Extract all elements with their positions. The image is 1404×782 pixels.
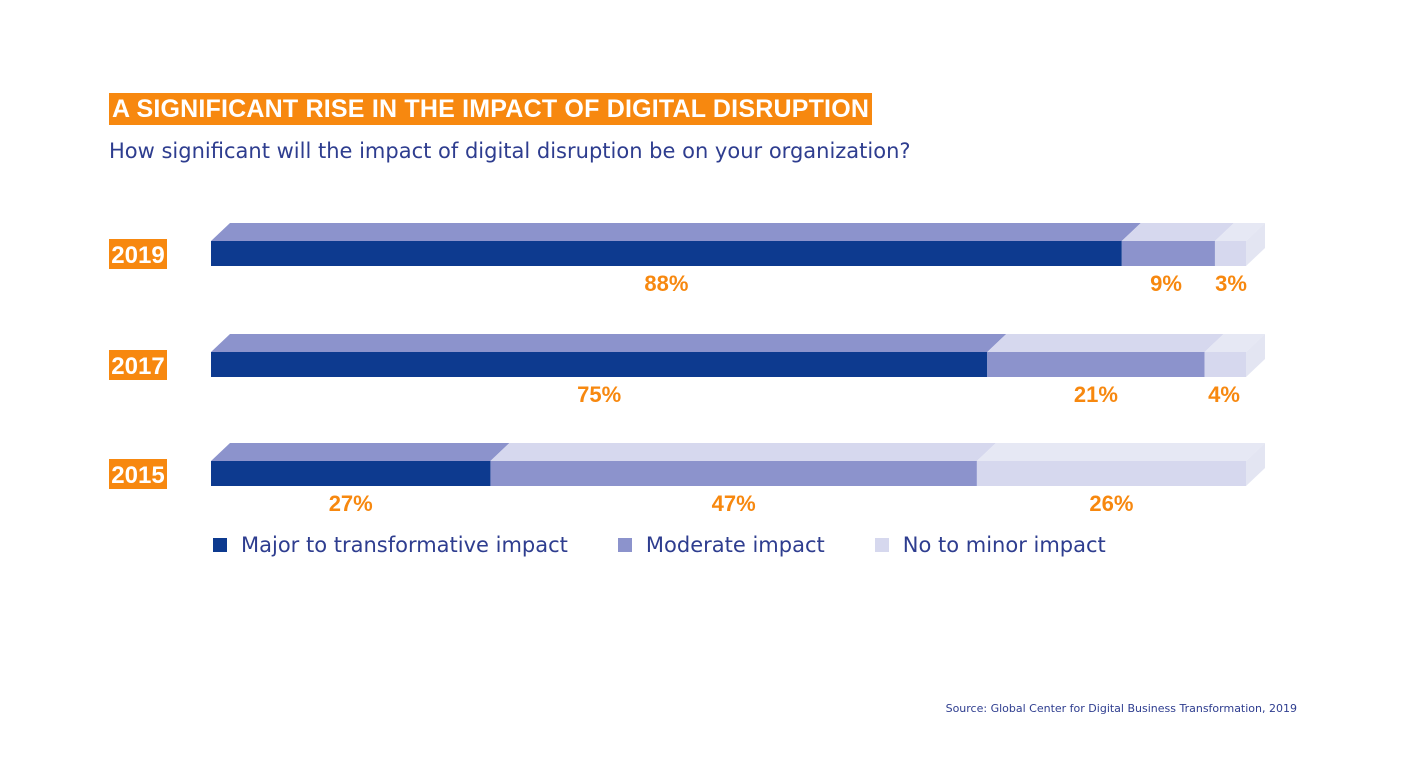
- chart-title: A SIGNIFICANT RISE IN THE IMPACT OF DIGI…: [109, 93, 873, 125]
- bar-2019-s0: [211, 241, 1122, 266]
- year-badge: [109, 239, 167, 269]
- bar-top-2019-s0: [211, 223, 1141, 241]
- bar-2017-s1: [987, 352, 1205, 377]
- bar-2019-s1: [1121, 241, 1215, 266]
- bar-2017-s2: [1204, 352, 1246, 377]
- year-label-text: 2017: [111, 353, 164, 380]
- bar-2015-s1: [490, 461, 977, 486]
- year-label-2015: 2015: [109, 459, 167, 489]
- value-label-2015-s2: 26%: [1089, 491, 1133, 516]
- bar-top-2019-s2: [1214, 223, 1265, 241]
- value-label-2017-s1: 21%: [1074, 382, 1118, 407]
- year-label-text: 2015: [111, 462, 164, 489]
- bar-top-2017-s2: [1204, 334, 1265, 352]
- value-label-2019-s2: 3%: [1215, 271, 1247, 296]
- bar-top-2015-s2: [976, 443, 1265, 461]
- bar-top-2015-s0: [211, 443, 510, 461]
- legend-label-major: Major to transformative impact: [241, 533, 568, 557]
- year-label-2019: 2019: [109, 239, 167, 269]
- value-label-2015-s0: 27%: [329, 491, 373, 516]
- bar-top-2017-s0: [211, 334, 1007, 352]
- bar-top-2017-s1: [987, 334, 1224, 352]
- bar-2015-s2: [976, 461, 1246, 486]
- bar-top-2015-s1: [490, 443, 996, 461]
- bar-side-2015: [1246, 443, 1265, 486]
- year-label-text: 2019: [111, 242, 164, 269]
- year-label-2017: 2017: [109, 350, 167, 380]
- value-label-2017-s2: 4%: [1208, 382, 1240, 407]
- source-note: Source: Global Center for Digital Busine…: [945, 702, 1297, 715]
- legend-swatch-moderate: [617, 538, 632, 552]
- legend-item-major: Major to transformative impact: [213, 533, 568, 557]
- year-badge: [109, 350, 167, 380]
- bar-top-2019-s1: [1121, 223, 1234, 241]
- legend-label-minor: No to minor impact: [902, 533, 1106, 557]
- chart-legend: Major to transformative impact Moderate …: [213, 533, 1156, 557]
- bar-2017-s0: [211, 352, 988, 377]
- bar-2019-s2: [1214, 241, 1246, 266]
- year-badge: [109, 459, 167, 489]
- bar-2015-s0: [211, 461, 491, 486]
- legend-item-minor: No to minor impact: [874, 533, 1106, 557]
- bar-side-2019: [1246, 223, 1265, 266]
- bar-side-2017: [1246, 334, 1265, 377]
- legend-label-moderate: Moderate impact: [645, 533, 825, 557]
- value-label-2019-s0: 88%: [644, 271, 688, 296]
- chart-subtitle: How significant will the impact of digit…: [109, 139, 911, 163]
- value-label-2019-s1: 9%: [1150, 271, 1182, 296]
- legend-swatch-minor: [874, 538, 889, 552]
- legend-swatch-major: [213, 538, 227, 552]
- value-label-2017-s0: 75%: [577, 382, 621, 407]
- value-label-2015-s1: 47%: [712, 491, 756, 516]
- legend-item-moderate: Moderate impact: [617, 533, 825, 557]
